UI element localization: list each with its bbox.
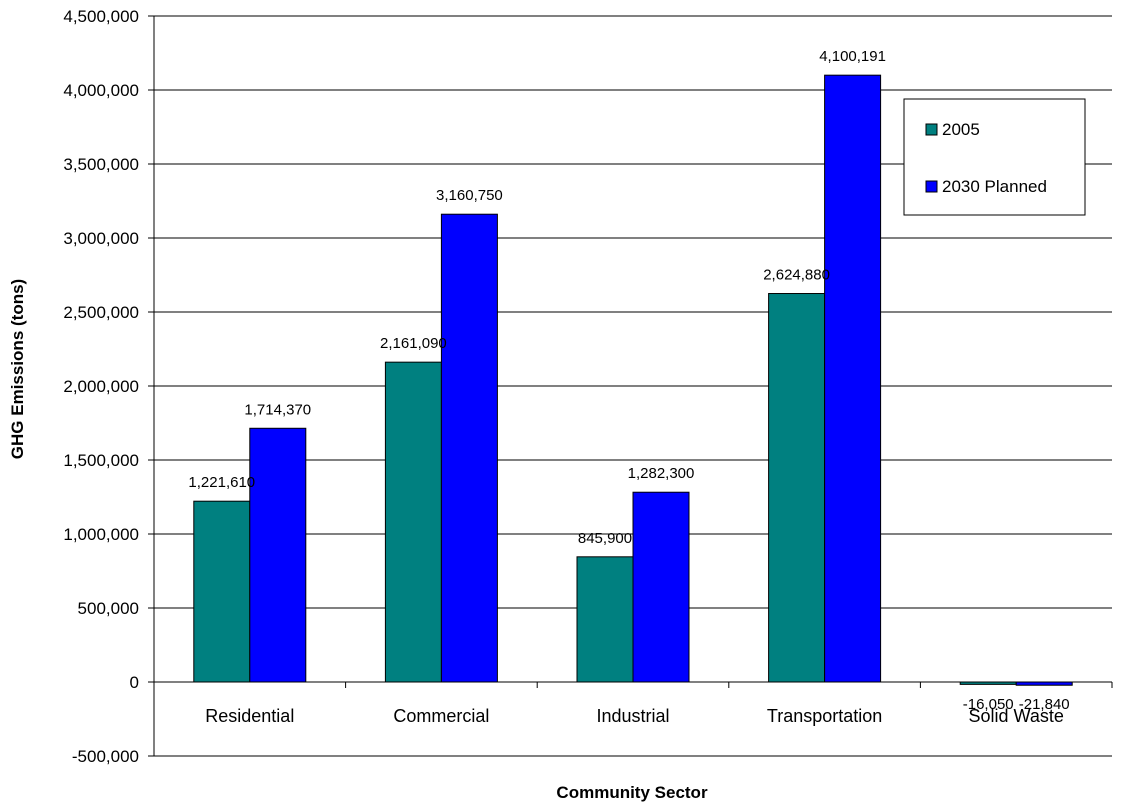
bar-residential-2005 xyxy=(193,500,251,683)
y-tick-label: 3,000,000 xyxy=(63,229,139,248)
bar-industrial-2030-planned xyxy=(632,491,690,683)
bar-transportation-2005 xyxy=(768,293,826,683)
y-tick-label: 0 xyxy=(130,673,139,692)
axes xyxy=(153,16,1113,756)
category-label: Commercial xyxy=(393,706,489,726)
bar-transportation-2030-planned xyxy=(824,74,882,683)
data-label: 1,282,300 xyxy=(628,465,695,482)
x-axis-title: Community Sector xyxy=(556,783,708,802)
y-tick-label: -500,000 xyxy=(72,747,139,766)
y-tick-label: 2,000,000 xyxy=(63,377,139,396)
legend-swatch-2005 xyxy=(925,123,938,136)
data-label: 3,160,750 xyxy=(436,187,503,204)
y-tick-label: 2,500,000 xyxy=(63,303,139,322)
legend-label-2005: 2005 xyxy=(942,120,980,139)
bars xyxy=(193,74,1073,686)
category-label: Residential xyxy=(205,706,294,726)
data-label: 845,900 xyxy=(578,530,632,547)
bar-residential-2030-planned xyxy=(249,427,307,683)
y-axis-title: GHG Emissions (tons) xyxy=(8,279,27,459)
y-tick-label: 4,500,000 xyxy=(63,7,139,26)
bar-commercial-2005 xyxy=(384,361,442,683)
y-tick-label: 500,000 xyxy=(78,599,139,618)
legend: 2005 2030 Planned xyxy=(903,98,1086,216)
legend-box xyxy=(903,98,1086,216)
bar-commercial-2030-planned xyxy=(440,213,498,683)
data-label: 4,100,191 xyxy=(819,48,886,65)
gridlines xyxy=(154,15,1112,757)
y-tick-label: 1,000,000 xyxy=(63,525,139,544)
data-label: -21,840 xyxy=(1019,696,1070,713)
data-label: 1,714,370 xyxy=(244,401,311,418)
data-label: 2,161,090 xyxy=(380,335,447,352)
category-label: Solid Waste xyxy=(969,706,1064,726)
legend-swatch-2030-planned xyxy=(925,180,938,193)
y-tick-label: 4,000,000 xyxy=(63,81,139,100)
data-labels: 1,221,610 1,714,370 2,161,090 3,160,750 845,… xyxy=(188,48,1069,713)
category-labels: Residential Commercial Industrial Transport… xyxy=(205,706,1064,726)
y-axis-ticks: -500,000 0 500,000 1,000,000 1,500,000 2,000,… xyxy=(63,7,154,766)
legend-label-2030-planned: 2030 Planned xyxy=(942,177,1047,196)
category-label: Transportation xyxy=(767,706,882,726)
y-tick-label: 1,500,000 xyxy=(63,451,139,470)
bar-industrial-2005 xyxy=(576,556,634,683)
data-label: 2,624,880 xyxy=(763,267,830,284)
data-label: 1,221,610 xyxy=(188,474,255,491)
y-tick-label: 3,500,000 xyxy=(63,155,139,174)
data-label: -16,050 xyxy=(963,696,1014,713)
category-label: Industrial xyxy=(596,706,669,726)
